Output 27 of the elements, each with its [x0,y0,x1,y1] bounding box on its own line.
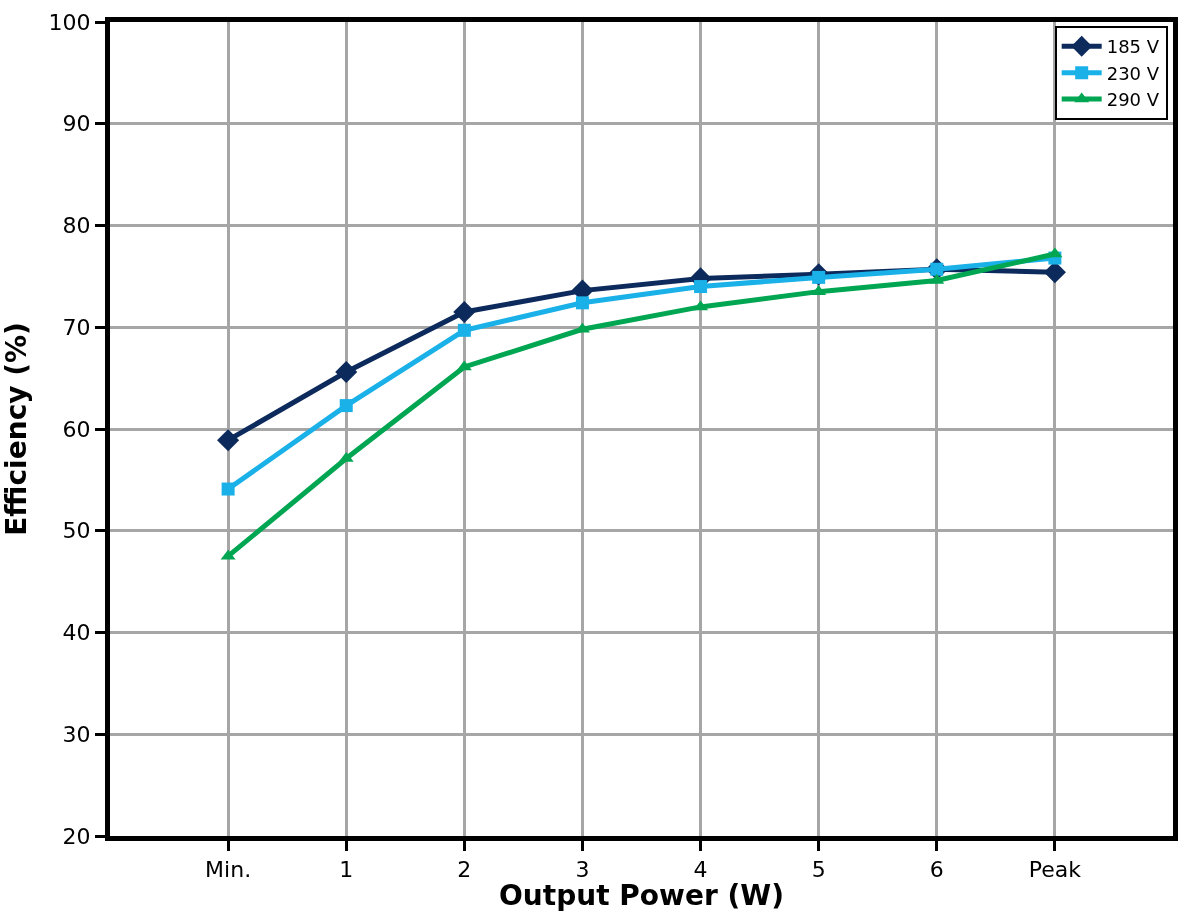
y-tick-label: 100 [48,9,91,35]
point [694,280,708,294]
legend-label: 230 V [1106,62,1160,84]
x-tick-label: Min. [205,857,252,883]
y-tick-label: 40 [62,620,91,646]
x-tick-label: 6 [929,857,944,883]
point [335,360,358,384]
y-tick-label: 30 [62,721,91,747]
x-tick-label: 2 [457,857,472,883]
y-tick-label: 60 [62,416,91,442]
y-tick-label: 20 [62,823,91,849]
x-tick-label: 1 [339,857,354,883]
y-tick-label: 50 [62,518,91,544]
x-tick-label: Peak [1028,857,1082,883]
y-axis-title: Efficiency (%) [0,322,34,536]
point [457,323,471,337]
point [221,482,235,496]
y-tick-label: 90 [62,111,91,137]
point [339,399,353,413]
y-tick-label: 80 [62,213,91,239]
point [575,296,589,310]
y-tick-label: 70 [62,314,91,340]
x-tick-label: 5 [811,857,826,883]
point [217,429,240,452]
legend-label: 290 V [1106,89,1160,111]
point [453,300,476,324]
legend-label: 185 V [1106,36,1160,58]
